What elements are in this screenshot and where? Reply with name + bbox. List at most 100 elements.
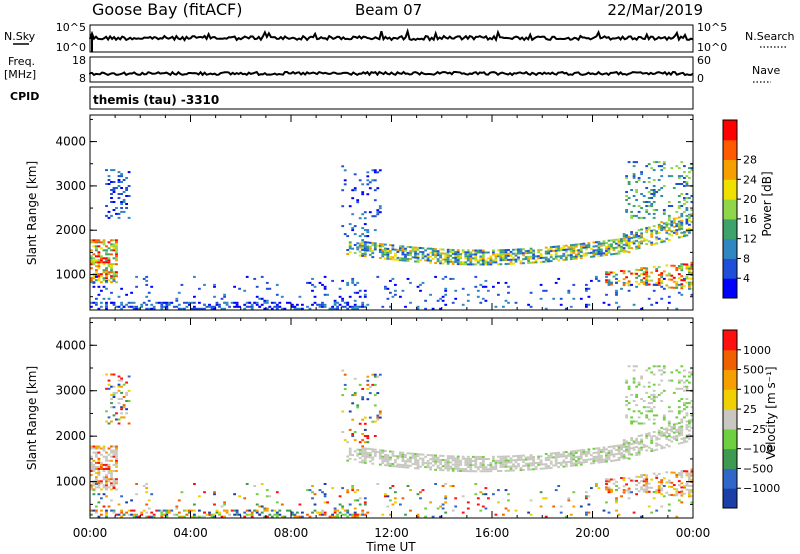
echo-cell <box>376 171 380 174</box>
echo-cell <box>449 455 453 458</box>
echo-cell <box>97 468 101 470</box>
echo-cell <box>683 369 686 372</box>
echo-cell <box>177 511 181 514</box>
echo-cell <box>213 503 216 506</box>
echo-cell <box>640 228 643 231</box>
echo-cell <box>421 489 425 492</box>
echo-cell <box>120 412 123 415</box>
echo-cell <box>615 277 618 280</box>
echo-cell <box>441 252 445 255</box>
echo-cell <box>376 375 380 378</box>
echo-cell <box>660 274 664 277</box>
echo-cell <box>637 490 641 493</box>
echo-cell <box>479 462 483 465</box>
echo-cell <box>640 216 643 219</box>
echo-cell <box>572 249 576 252</box>
echo-cell <box>343 305 347 308</box>
echo-cell <box>670 220 674 223</box>
echo-cell <box>376 414 380 417</box>
echo-cell <box>630 241 633 244</box>
echo-cell <box>627 385 631 388</box>
echo-cell <box>504 465 508 468</box>
echo-cell <box>311 497 314 500</box>
echo-cell <box>90 249 93 252</box>
echo-cell <box>401 457 405 460</box>
echo-cell <box>102 505 106 508</box>
echo-cell <box>680 267 684 270</box>
echo-cell <box>464 457 468 460</box>
echo-cell <box>642 443 646 446</box>
echo-cell <box>391 248 395 251</box>
echo-cell <box>401 464 405 467</box>
echo-cell <box>356 242 360 245</box>
echo-cell <box>100 466 103 468</box>
echo-cell <box>115 251 118 254</box>
echo-cell <box>572 243 576 246</box>
velocity-colorbar-tick-2: 100 <box>743 383 764 396</box>
echo-cell <box>650 271 654 274</box>
echo-cell <box>592 462 596 465</box>
echo-cell <box>680 285 684 288</box>
echo-cell <box>110 253 113 256</box>
echo-cell <box>102 243 106 246</box>
echo-cell <box>366 435 370 437</box>
echo-cell <box>185 301 189 304</box>
echo-cell <box>481 505 485 508</box>
echo-cell <box>657 472 661 475</box>
echo-cell <box>637 179 641 181</box>
echo-cell <box>461 249 465 252</box>
echo-cell <box>622 450 626 453</box>
echo-cell <box>650 205 654 207</box>
echo-cell <box>667 274 671 277</box>
echo-cell <box>657 491 661 494</box>
echo-cell <box>373 244 377 247</box>
echo-cell <box>107 241 111 244</box>
echo-cell <box>353 431 357 433</box>
echo-cell <box>394 283 397 286</box>
echo-cell <box>311 491 314 494</box>
echo-cell <box>399 451 402 454</box>
echo-cell <box>549 452 553 455</box>
echo-cell <box>406 259 410 262</box>
echo-cell <box>353 307 357 310</box>
echo-cell <box>544 459 548 462</box>
echo-cell <box>112 455 116 458</box>
echo-cell <box>662 287 666 290</box>
echo-cell <box>120 187 123 189</box>
echo-cell <box>492 493 495 496</box>
echo-cell <box>672 423 676 426</box>
echo-cell <box>358 383 362 386</box>
echo-cell <box>105 451 108 454</box>
echo-cell <box>145 511 149 514</box>
echo-cell <box>343 383 347 386</box>
echo-cell <box>351 513 355 516</box>
echo-cell <box>635 276 638 279</box>
echo-cell <box>469 464 473 467</box>
echo-cell <box>652 383 656 386</box>
echo-cell <box>270 515 274 518</box>
echo-cell <box>652 161 656 164</box>
echo-cell <box>459 459 463 462</box>
echo-cell <box>497 255 500 258</box>
echo-cell <box>434 468 437 471</box>
echo-cell <box>617 250 621 253</box>
echo-cell <box>564 457 568 460</box>
echo-cell <box>612 271 616 274</box>
echo-cell <box>361 447 365 450</box>
echo-cell <box>444 459 448 462</box>
echo-cell <box>662 365 666 368</box>
echo-cell <box>223 509 226 512</box>
echo-cell <box>446 262 450 265</box>
echo-cell <box>680 398 684 400</box>
echo-cell <box>625 195 628 197</box>
echo-cell <box>441 258 445 261</box>
echo-cell <box>90 466 93 468</box>
echo-cell <box>492 285 495 288</box>
echo-cell <box>617 444 621 447</box>
echo-cell <box>617 513 621 516</box>
echo-cell <box>107 253 111 256</box>
echo-cell <box>690 271 694 274</box>
echo-cell <box>273 301 277 304</box>
echo-cell <box>180 491 184 494</box>
echo-cell <box>439 467 442 470</box>
